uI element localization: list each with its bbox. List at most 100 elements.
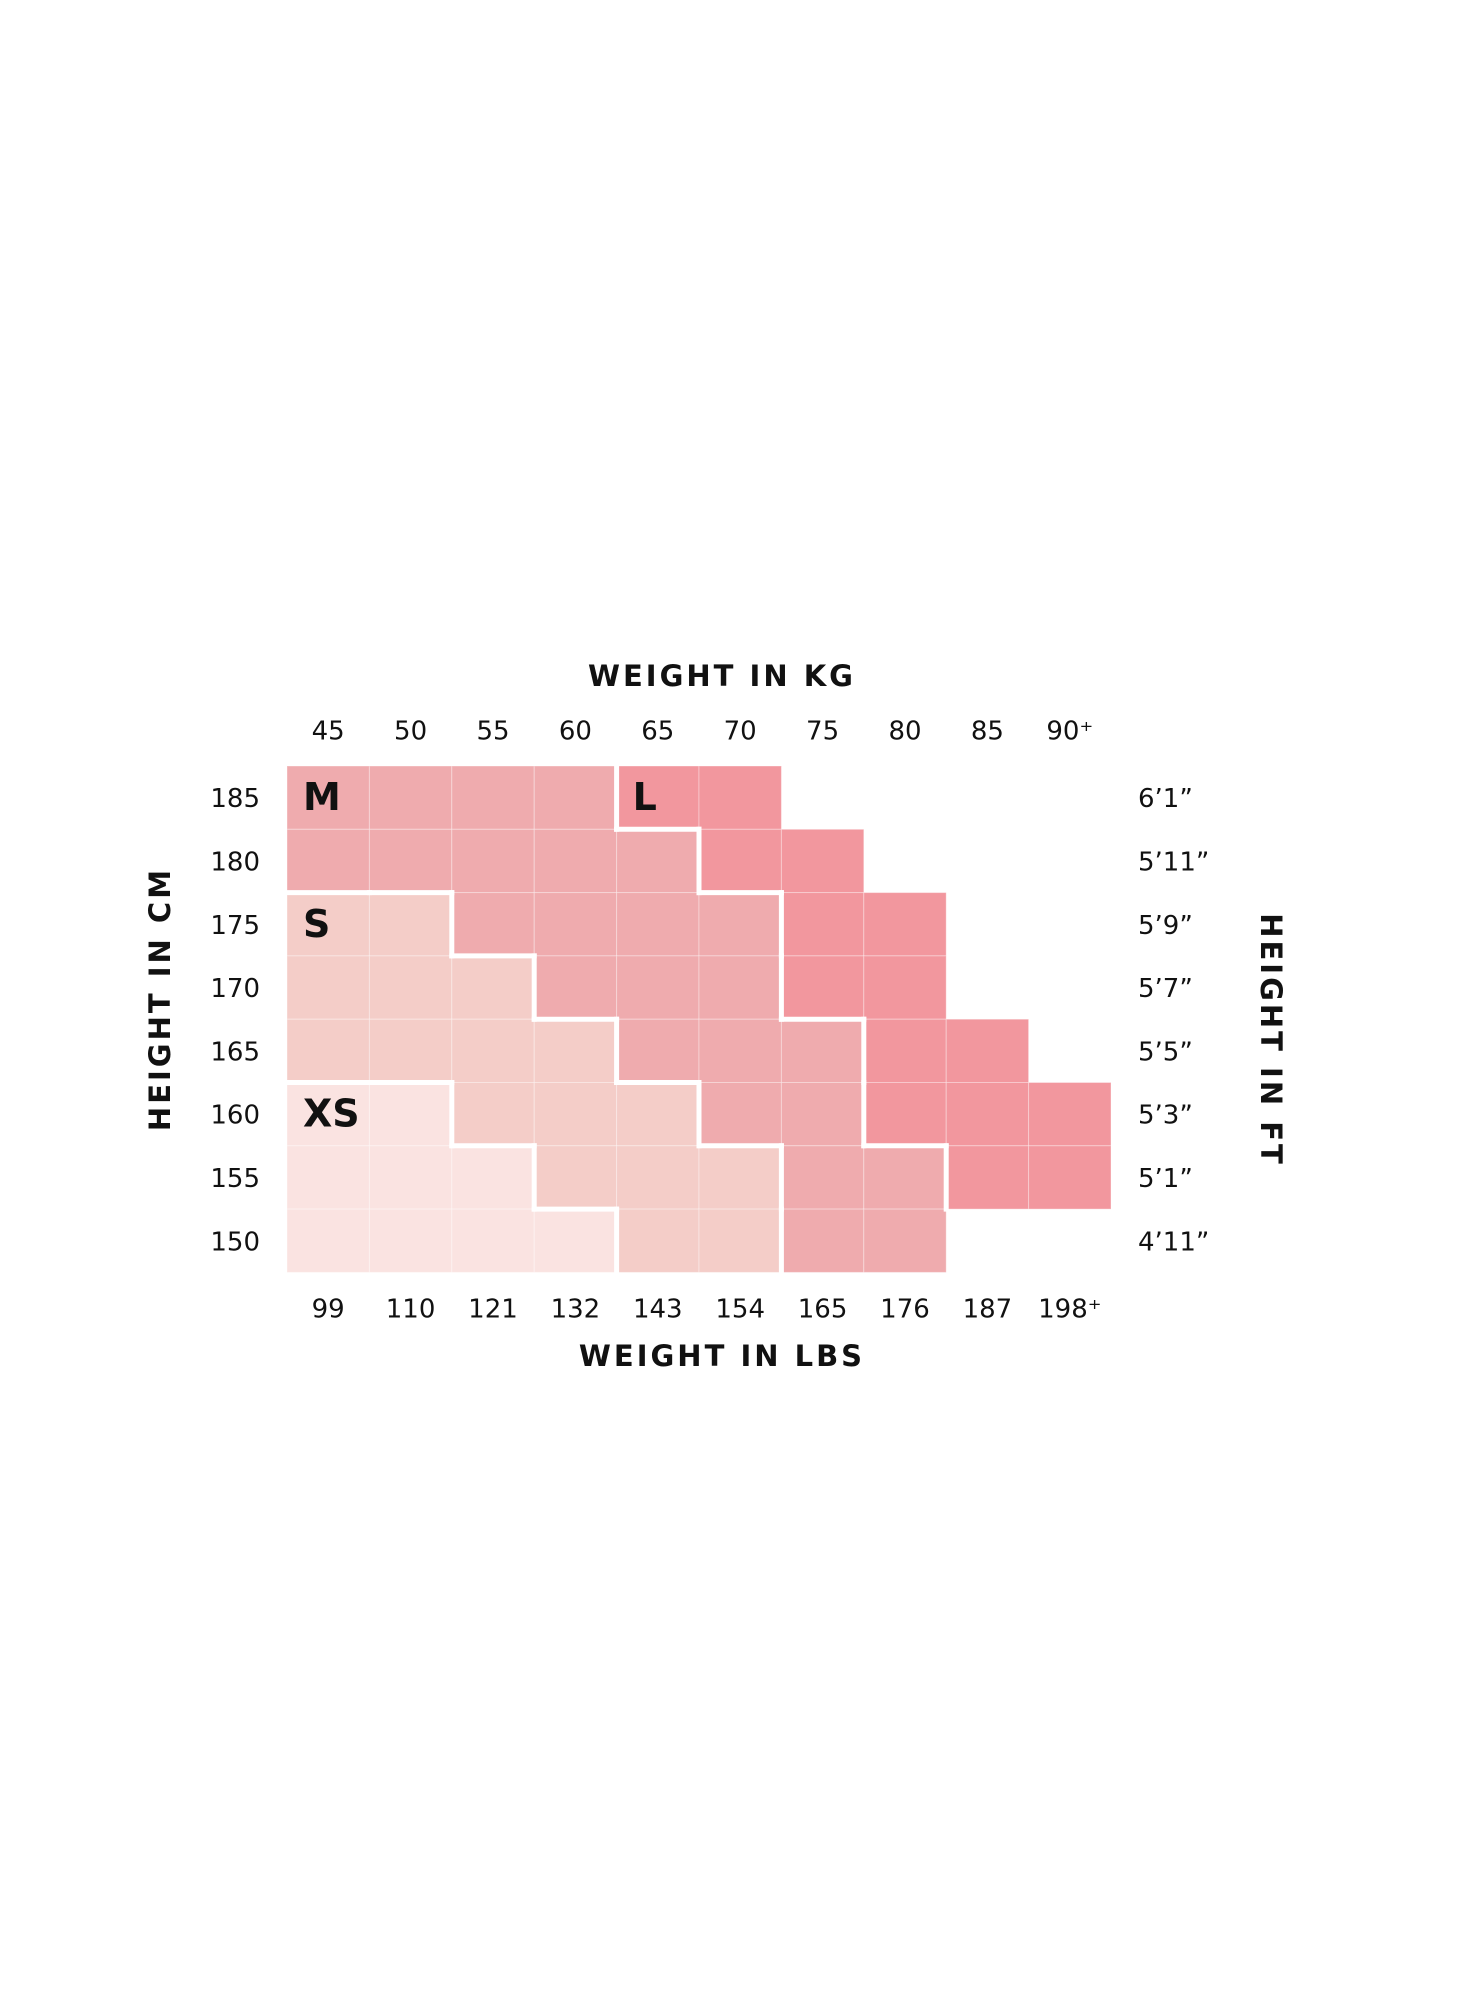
right-title: HEIGHT IN FT: [1254, 913, 1288, 1167]
cell: [863, 892, 947, 957]
cell: [533, 1145, 618, 1210]
lbs-label: 187: [963, 1295, 1013, 1325]
cell: [451, 1145, 535, 1210]
cell: [698, 1145, 782, 1210]
cell: [616, 955, 700, 1020]
cell: [286, 1082, 370, 1147]
cell: [286, 828, 370, 894]
size-label: M: [303, 775, 341, 819]
size-borders: [284, 763, 949, 1275]
cm-label: 155: [210, 1164, 260, 1194]
cell: [698, 892, 782, 957]
cell: [533, 765, 618, 830]
size-label: XS: [303, 1092, 360, 1136]
lbs-label: 132: [551, 1295, 601, 1325]
cell: [368, 892, 453, 957]
cell: [780, 828, 865, 894]
cell: [698, 765, 782, 830]
lbs-label: 154: [715, 1295, 765, 1325]
cell: [780, 1082, 865, 1147]
top-title: WEIGHT IN KG: [588, 659, 856, 693]
cell: [863, 1208, 947, 1273]
cell: [863, 1082, 947, 1147]
cell: [616, 892, 700, 957]
kg-label: 90⁺: [1046, 717, 1093, 747]
cell: [533, 1018, 618, 1084]
kg-label: 45: [312, 717, 345, 747]
kg-label: 75: [806, 717, 839, 747]
cell: [286, 892, 370, 957]
lbs-label: 176: [880, 1295, 930, 1325]
grid: [286, 765, 1112, 1273]
cell: [863, 1145, 947, 1210]
cell: [780, 1208, 865, 1273]
left-title: HEIGHT IN CM: [143, 867, 177, 1131]
cm-label: 180: [210, 847, 260, 877]
cm-label: 160: [210, 1101, 260, 1131]
cell: [451, 765, 535, 830]
lbs-label: 198⁺: [1038, 1295, 1101, 1325]
cell: [451, 1208, 535, 1273]
cm-label: 165: [210, 1037, 260, 1067]
kg-label: 50: [394, 717, 427, 747]
ft-label: 5’5”: [1138, 1037, 1193, 1067]
cell: [780, 892, 865, 957]
kg-label: 80: [888, 717, 921, 747]
cell: [698, 1208, 782, 1273]
cell: [533, 1082, 618, 1147]
ft-label: 5’11”: [1138, 847, 1209, 877]
cell: [780, 1145, 865, 1210]
cell: [286, 1145, 370, 1210]
cell: [780, 1018, 865, 1084]
cell: [368, 1145, 453, 1210]
cell: [368, 955, 453, 1020]
cell: [1028, 1145, 1112, 1210]
cell: [616, 1082, 700, 1147]
cell: [368, 1208, 453, 1273]
cell: [616, 765, 700, 830]
labels: M L S XS 45 50 55 60 65 70 75 80 85 90⁺ 99 110 121 132 143…: [210, 717, 1209, 1325]
cm-label: 150: [210, 1227, 260, 1257]
cell: [533, 1208, 618, 1273]
cell: [1028, 1082, 1112, 1147]
cell: [368, 828, 453, 894]
cell: [945, 1145, 1030, 1210]
kg-label: 60: [559, 717, 592, 747]
kg-label: 70: [724, 717, 757, 747]
cell: [286, 765, 370, 830]
lbs-label: 110: [386, 1295, 436, 1325]
cell: [368, 765, 453, 830]
cell: [533, 892, 618, 957]
kg-label: 65: [641, 717, 674, 747]
cm-label: 175: [210, 911, 260, 941]
size-label: S: [303, 902, 330, 946]
ft-label: 4’11”: [1138, 1227, 1209, 1257]
cell: [780, 955, 865, 1020]
cell: [863, 1018, 947, 1084]
cell: [698, 828, 782, 894]
cell: [616, 1208, 700, 1273]
kg-label: 55: [476, 717, 509, 747]
lbs-label: 143: [633, 1295, 683, 1325]
cell: [616, 828, 700, 894]
cell: [286, 1208, 370, 1273]
cm-label: 170: [210, 974, 260, 1004]
cell: [533, 955, 618, 1020]
cell: [616, 1145, 700, 1210]
cell: [451, 1082, 535, 1147]
cell: [698, 1082, 782, 1147]
cell: [368, 1018, 453, 1084]
cell: [863, 955, 947, 1020]
ft-label: 5’9”: [1138, 911, 1193, 941]
cell: [451, 828, 535, 894]
cm-label: 185: [210, 784, 260, 814]
cell: [698, 1018, 782, 1084]
cell: [945, 1018, 1030, 1084]
ft-label: 5’1”: [1138, 1164, 1193, 1194]
cell: [533, 828, 618, 894]
lbs-label: 99: [312, 1295, 345, 1325]
cell: [451, 955, 535, 1020]
cell: [368, 1082, 453, 1147]
